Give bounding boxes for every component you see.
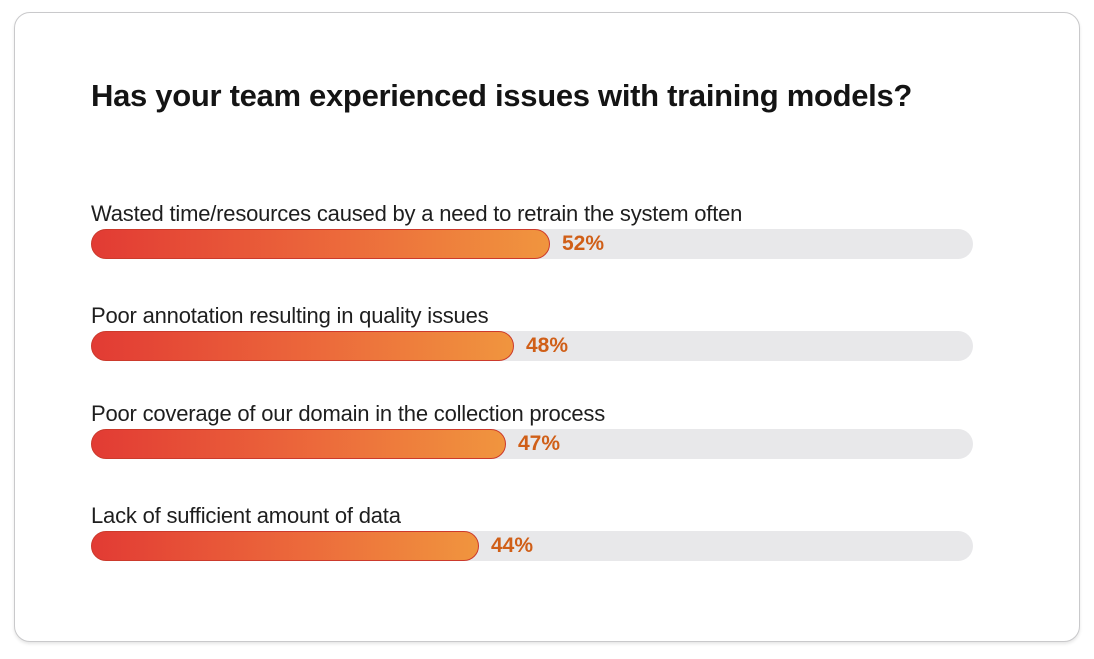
bar-label: Lack of sufficient amount of data bbox=[91, 503, 401, 528]
bar-row: Wasted time/resources caused by a need t… bbox=[91, 201, 973, 267]
bar-track: 44% bbox=[91, 531, 973, 561]
bar-row: Poor coverage of our domain in the colle… bbox=[91, 401, 973, 467]
bar-track: 48% bbox=[91, 331, 973, 361]
bar bbox=[91, 331, 514, 361]
bar bbox=[91, 229, 550, 259]
bar-value-label: 47% bbox=[518, 432, 561, 455]
bar-track: 47% bbox=[91, 429, 973, 459]
chart-title: Has your team experienced issues with tr… bbox=[91, 78, 913, 113]
bar-value-label: 48% bbox=[526, 334, 569, 357]
bar-label: Poor coverage of our domain in the colle… bbox=[91, 401, 606, 426]
bar-value-label: 44% bbox=[491, 534, 534, 557]
bar-row: Poor annotation resulting in quality iss… bbox=[91, 303, 973, 369]
bar-row: Lack of sufficient amount of data 44% bbox=[91, 503, 973, 569]
bar-label: Poor annotation resulting in quality iss… bbox=[91, 303, 489, 328]
bar-track: 52% bbox=[91, 229, 973, 259]
chart-card: Has your team experienced issues with tr… bbox=[14, 12, 1080, 642]
bar bbox=[91, 531, 479, 561]
bar bbox=[91, 429, 506, 459]
bar-value-label: 52% bbox=[562, 232, 605, 255]
bar-label: Wasted time/resources caused by a need t… bbox=[91, 201, 743, 226]
